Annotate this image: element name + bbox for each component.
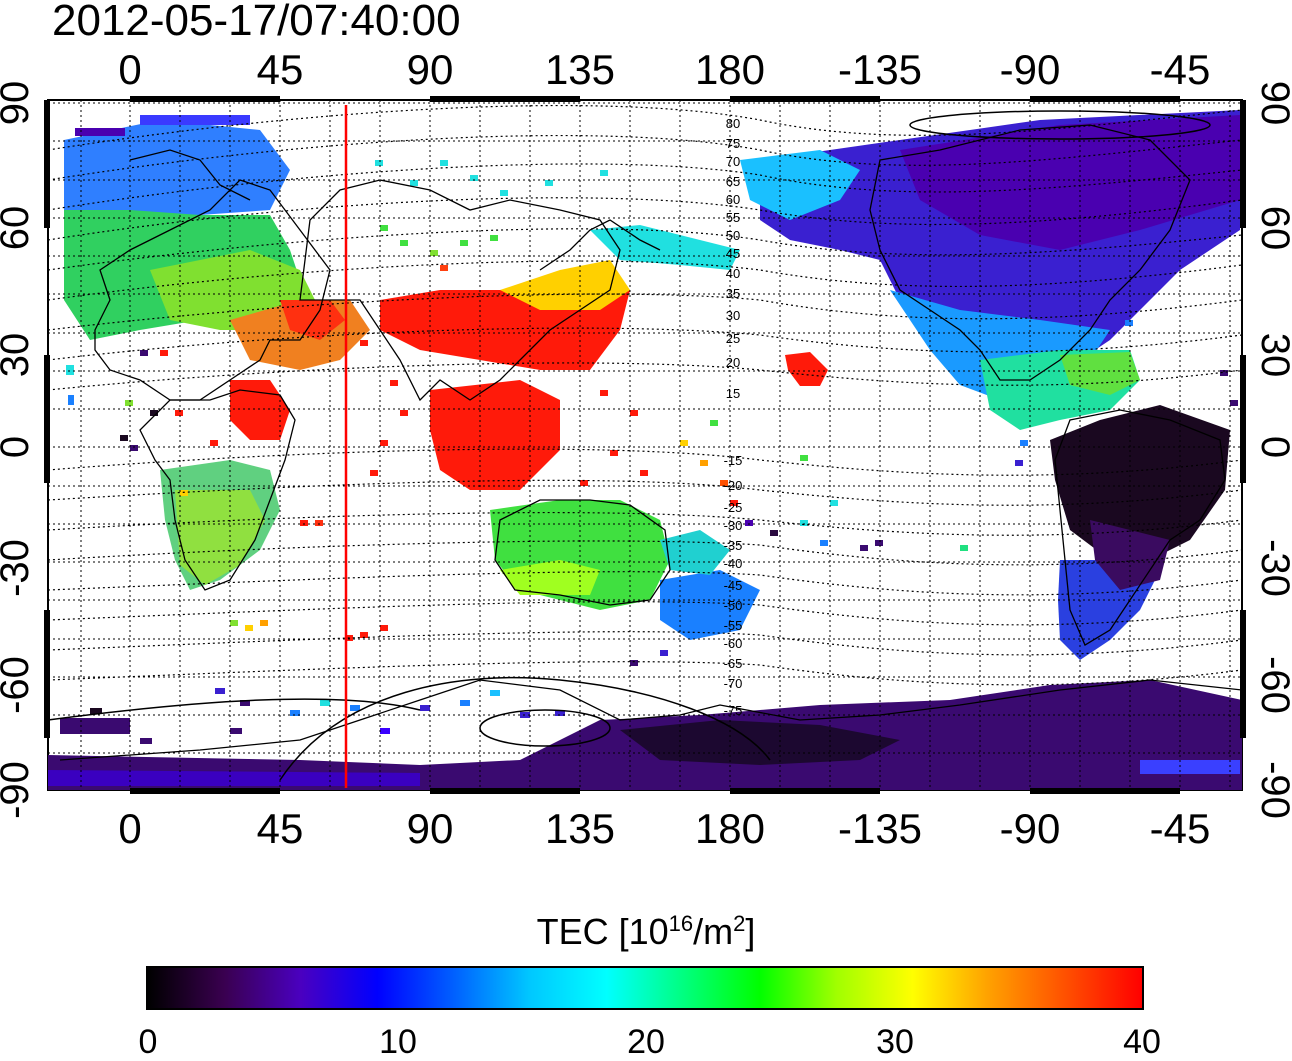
tec-region-australia-north — [500, 560, 600, 595]
longitude-tick-label: 45 — [257, 805, 304, 852]
contour-label: -60 — [724, 636, 743, 651]
colorbar-tick-label: 10 — [379, 1023, 417, 1061]
longitude-tick-label: -90 — [1000, 805, 1061, 852]
tec-region-antarctica-patch — [60, 718, 130, 734]
contour-label: -45 — [724, 578, 743, 593]
colorbar-tick-label: 20 — [627, 1023, 665, 1061]
longitude-tick-label: -45 — [1150, 805, 1211, 852]
latitude-tick-label: 0 — [0, 436, 37, 458]
contour-label: -30 — [724, 518, 743, 533]
tec-region-north-china — [500, 260, 630, 310]
contour-label: -40 — [724, 556, 743, 571]
longitude-tick-label: 135 — [545, 805, 615, 852]
contour-label: 50 — [726, 228, 740, 243]
longitude-tick-label: 0 — [118, 46, 141, 93]
contour-label: -70 — [724, 676, 743, 691]
tec-region-hawaii — [785, 352, 828, 386]
longitude-tick-label: 0 — [118, 805, 141, 852]
latitude-tick-label: -90 — [1253, 761, 1292, 819]
longitude-axis-bottom: 0 45 90 135 180 -135 -90 -45 — [118, 805, 1210, 852]
latitude-tick-label: 60 — [0, 206, 37, 251]
colorbar-title: TEC [1016/m2] — [536, 911, 756, 952]
longitude-tick-label: 90 — [407, 46, 454, 93]
latitude-tick-label: -30 — [0, 539, 37, 597]
tec-region-siberia — [590, 225, 740, 270]
tec-data-layer — [48, 110, 1242, 790]
longitude-tick-label: 45 — [257, 46, 304, 93]
latitude-axis-right: 90 60 30 0 -30 -60 -90 — [1253, 81, 1292, 819]
contour-label: 35 — [726, 286, 740, 301]
tec-world-map: 80 75 70 65 60 55 50 45 40 35 30 25 20 15 -15 -20 -25 -30… — [0, 46, 1292, 852]
longitude-tick-label: 90 — [407, 805, 454, 852]
contour-label: 30 — [726, 308, 740, 323]
latitude-tick-label: -60 — [0, 656, 37, 714]
contour-label: -65 — [724, 656, 743, 671]
frame-tick-bars — [44, 96, 1246, 794]
contour-label: 25 — [726, 331, 740, 346]
contour-label: 15 — [726, 386, 740, 401]
latitude-tick-label: 0 — [1253, 436, 1292, 458]
longitude-tick-label: -45 — [1150, 46, 1211, 93]
contour-label: 60 — [726, 192, 740, 207]
latitude-tick-label: 90 — [1253, 81, 1292, 126]
latitude-axis-left: 90 60 30 0 -30 -60 -90 — [0, 81, 37, 819]
contour-label: -35 — [724, 538, 743, 553]
tec-region-new-zealand — [660, 570, 760, 640]
contour-label: -15 — [724, 453, 743, 468]
latitude-tick-label: -30 — [1253, 539, 1292, 597]
longitude-tick-label: 180 — [695, 805, 765, 852]
contour-label: 75 — [726, 136, 740, 151]
longitude-tick-label: 180 — [695, 46, 765, 93]
contour-label: 80 — [726, 116, 740, 131]
contour-label: -55 — [724, 618, 743, 633]
contour-label: 55 — [726, 210, 740, 225]
latitude-tick-label: 30 — [1253, 333, 1292, 378]
colorbar-tick-label: 40 — [1123, 1023, 1161, 1061]
tec-region-near-east — [280, 300, 345, 340]
tec-region-north-europe — [64, 120, 290, 220]
tec-region-na-north — [900, 115, 1240, 250]
tec-region-southern-africa — [175, 490, 265, 585]
contour-label: 70 — [726, 154, 740, 169]
colorbar-tick-label: 0 — [138, 1023, 158, 1061]
tec-colorbar — [146, 966, 1144, 1010]
contour-label: 45 — [726, 246, 740, 261]
latitude-tick-label: -60 — [1253, 656, 1292, 714]
longitude-axis-top: 0 45 90 135 180 -135 -90 -45 — [118, 46, 1210, 93]
contour-label: -75 — [724, 703, 743, 718]
map-timestamp-title: 2012-05-17/07:40:00 — [52, 0, 461, 45]
tec-region-caribbean — [1060, 352, 1140, 395]
contour-label: -25 — [724, 500, 743, 515]
longitude-tick-label: -135 — [838, 805, 922, 852]
map-grid — [48, 100, 1242, 790]
tec-region-southeast-asia — [430, 380, 560, 490]
contour-label: -20 — [724, 478, 743, 493]
contour-label: 65 — [726, 174, 740, 189]
tec-scatter-pixels — [66, 115, 1238, 744]
latitude-tick-label: -90 — [0, 761, 37, 819]
tec-region-pacific-south — [660, 530, 730, 575]
latitude-tick-label: 30 — [0, 333, 37, 378]
longitude-tick-label: -90 — [1000, 46, 1061, 93]
contour-label: -50 — [724, 598, 743, 613]
tec-region-pacific-north — [740, 150, 860, 220]
contour-label: 20 — [726, 355, 740, 370]
longitude-tick-label: -135 — [838, 46, 922, 93]
colorbar-tick-label: 30 — [876, 1023, 914, 1061]
latitude-tick-label: 60 — [1253, 206, 1292, 251]
contour-label: 40 — [726, 266, 740, 281]
contour-labels: 80 75 70 65 60 55 50 45 40 35 30 25 20 15 -15 -20 -25 -30… — [724, 116, 743, 718]
latitude-tick-label: 90 — [0, 81, 37, 126]
tec-region-antarctica-coast — [1140, 760, 1240, 774]
tec-region-antarctica-edge — [48, 770, 420, 786]
longitude-tick-label: 135 — [545, 46, 615, 93]
